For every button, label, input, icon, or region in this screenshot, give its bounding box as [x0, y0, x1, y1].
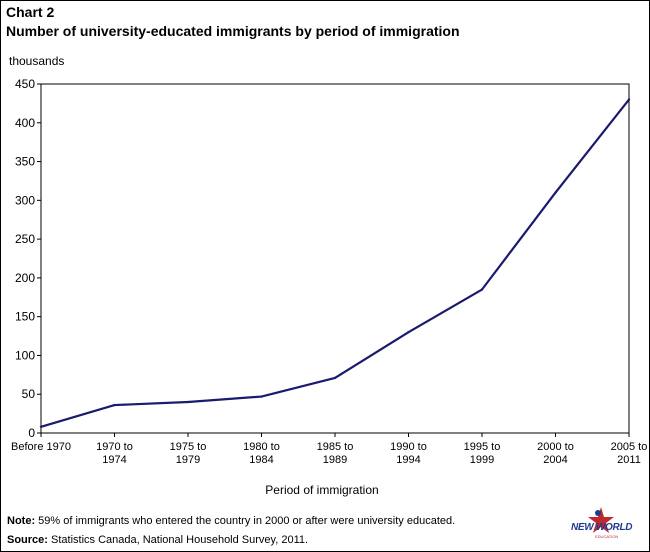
data-point	[186, 400, 190, 404]
data-point	[554, 191, 557, 194]
x-tick-label: 1995 to	[464, 441, 501, 453]
x-tick-label: 1974	[102, 454, 126, 466]
line-chart: 0 50 100 150 200 250 300 350 400 450 Before 1970 19…	[11, 77, 648, 497]
y-tick-label: 450	[15, 77, 35, 91]
chart-note: Note: 59% of immigrants who entered the …	[7, 515, 455, 527]
y-tick-label: 300	[15, 193, 35, 207]
data-point	[260, 395, 263, 398]
x-tick-label: 1980 to	[243, 441, 280, 453]
x-tick-label: 1984	[249, 454, 273, 466]
y-tick-label: 350	[15, 155, 35, 169]
note-label: Note:	[7, 515, 36, 527]
y-tick-label: 50	[22, 387, 36, 401]
source-text: Statistics Canada, National Household Su…	[47, 534, 309, 546]
data-point	[407, 330, 410, 334]
source-label: Source:	[7, 534, 48, 546]
logo-text: NEW WORLD	[571, 522, 633, 533]
chart-title: Number of university-educated immigrants…	[6, 23, 460, 39]
data-point	[333, 376, 337, 380]
new-world-education-logo-icon	[588, 507, 614, 533]
data-point	[113, 403, 116, 407]
data-point	[39, 425, 43, 428]
x-tick-label: 2000 to	[537, 441, 574, 453]
y-tick-label: 400	[15, 116, 35, 130]
logo-subtext: EDUCATION	[595, 534, 619, 539]
x-tick-label: 1999	[470, 454, 494, 466]
y-axis-unit-label: thousands	[9, 54, 65, 68]
chart-number: Chart 2	[6, 4, 55, 20]
x-axis-title: Period of immigration	[265, 483, 378, 497]
x-tick-label: 1989	[323, 454, 347, 466]
x-tick-label: 1979	[176, 454, 200, 466]
x-tick-label: Before 1970	[11, 441, 71, 453]
plot-area	[40, 83, 630, 434]
x-tick-label: 1994	[396, 454, 420, 466]
x-tick-label: 2004	[543, 454, 567, 466]
data-point	[480, 288, 484, 291]
y-tick-label: 100	[15, 348, 35, 362]
data-point	[627, 98, 631, 101]
y-tick-label: 150	[15, 310, 35, 324]
y-tick-label: 0	[28, 426, 35, 440]
x-tick-label: 1985 to	[317, 441, 354, 453]
y-tick-label: 200	[15, 271, 35, 285]
x-tick-label: 1975 to	[170, 441, 207, 453]
x-tick-label: 2011	[617, 454, 641, 466]
note-text: 59% of immigrants who entered the countr…	[35, 515, 456, 527]
x-tick-label: 1990 to	[390, 441, 427, 453]
x-tick-label: 2005 to	[611, 441, 648, 453]
y-tick-label: 250	[15, 232, 35, 246]
x-tick-label: 1970 to	[96, 441, 133, 453]
chart-source: Source: Statistics Canada, National Hous…	[7, 534, 308, 546]
